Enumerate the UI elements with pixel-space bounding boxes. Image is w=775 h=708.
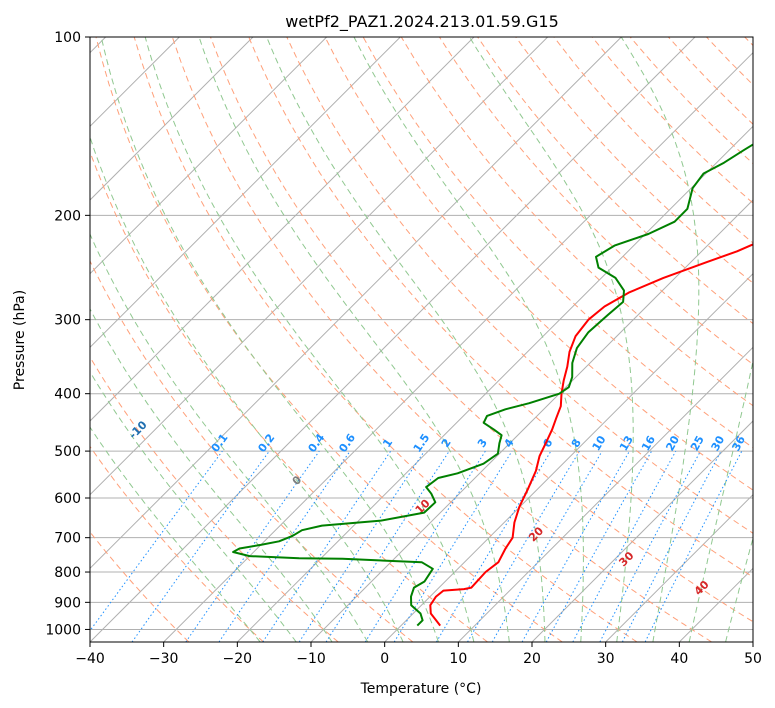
mixing-ratio-line bbox=[90, 450, 223, 632]
mixing-ratio-line bbox=[393, 450, 513, 642]
y-tick-label: 100 bbox=[54, 30, 81, 46]
moist-adiabat-line bbox=[100, 37, 439, 642]
moist-adiabat-line bbox=[90, 426, 261, 642]
x-tick-label: −30 bbox=[149, 651, 179, 667]
chart-title: wetPf2_PAZ1.2024.213.01.59.G15 bbox=[285, 12, 559, 32]
dry-adiabat-line bbox=[133, 37, 638, 642]
dry-adiabat-line bbox=[210, 37, 753, 623]
x-tick-label: 20 bbox=[523, 651, 541, 667]
isotherm-line bbox=[90, 37, 696, 642]
background-lines bbox=[90, 37, 753, 642]
y-tick-label: 1000 bbox=[45, 622, 81, 638]
moist-adiabat-line bbox=[90, 135, 404, 642]
mixing-ratio-line bbox=[572, 450, 677, 642]
y-tick-label: 400 bbox=[54, 387, 81, 403]
isotherm-line bbox=[457, 346, 753, 642]
mixing-ratio-line bbox=[545, 450, 653, 642]
dry-adiabat-line bbox=[324, 37, 753, 491]
dry-adiabat-line bbox=[171, 37, 712, 642]
isotherm-line bbox=[236, 125, 753, 642]
y-axis: 100 200 300 400 500 600 700 800 900 1000 bbox=[45, 30, 90, 638]
dry-adiabat-line bbox=[90, 356, 339, 642]
x-tick-label: 50 bbox=[744, 651, 762, 667]
isotherm-line bbox=[90, 37, 622, 570]
moist-adiabat-line bbox=[688, 358, 753, 642]
y-tick-label: 900 bbox=[54, 595, 81, 611]
x-axis: −40 −30 −20 −10 0 10 20 30 40 50 bbox=[75, 642, 762, 667]
series-lines bbox=[232, 143, 753, 627]
mixing-ratio-line bbox=[131, 450, 270, 642]
moist-adiabat-line bbox=[144, 37, 475, 642]
moist-adiabat-line bbox=[90, 370, 297, 642]
dry-adiabat-line bbox=[90, 445, 264, 642]
x-tick-label: −20 bbox=[223, 651, 253, 667]
y-axis-label: Pressure (hPa) bbox=[12, 290, 28, 390]
y-tick-label: 300 bbox=[54, 313, 81, 329]
moist-adiabat-line bbox=[90, 232, 369, 642]
isotherm-line bbox=[90, 37, 254, 201]
y-tick-label: 800 bbox=[54, 565, 81, 581]
y-tick-label: 600 bbox=[54, 491, 81, 507]
isotherm-line bbox=[90, 37, 475, 422]
dry-adiabat-line bbox=[515, 37, 753, 284]
mixing-ratio-label: 36 bbox=[729, 433, 748, 453]
moist-adiabat-line bbox=[198, 37, 510, 642]
mixing-ratio-line bbox=[521, 450, 630, 642]
isotherm-line bbox=[605, 493, 753, 642]
mixing-ratio-label: 25 bbox=[688, 434, 707, 454]
mixing-ratio-line bbox=[185, 450, 320, 642]
dry-adiabat-line bbox=[286, 37, 753, 534]
moist-adiabat-line bbox=[266, 37, 546, 642]
moist-adiabat-line bbox=[90, 308, 333, 642]
x-axis-label: Temperature (°C) bbox=[360, 681, 482, 697]
x-tick-label: −10 bbox=[296, 651, 326, 667]
x-tick-label: 0 bbox=[380, 651, 389, 667]
mixing-ratio-line bbox=[298, 450, 425, 642]
isotherm-line bbox=[384, 272, 753, 642]
dry-adiabat-line bbox=[95, 37, 563, 642]
moist-adiabat-line bbox=[620, 37, 700, 642]
mixing-ratio-line bbox=[644, 450, 743, 642]
isotherm-line bbox=[90, 37, 401, 349]
isotherm-line bbox=[163, 51, 753, 642]
dry-adiabat-line bbox=[248, 37, 753, 578]
isotherm-line bbox=[90, 37, 328, 275]
mixing-ratio-line bbox=[325, 450, 450, 642]
y-tick-label: 700 bbox=[54, 531, 81, 547]
y-tick-label: 200 bbox=[54, 208, 81, 224]
x-tick-label: 30 bbox=[597, 651, 615, 667]
mixing-ratio-line bbox=[262, 450, 392, 642]
dry-adiabat-line bbox=[90, 259, 414, 642]
isotherm-line bbox=[90, 37, 549, 496]
moist-adiabat-line bbox=[725, 536, 753, 642]
temperature-profile-line bbox=[429, 243, 753, 627]
x-tick-label: 40 bbox=[670, 651, 688, 667]
dewpoint-profile-line bbox=[232, 143, 753, 627]
moist-adiabat-line bbox=[353, 37, 584, 642]
y-tick-label: 500 bbox=[54, 444, 81, 460]
isotherm-line bbox=[531, 420, 753, 642]
x-tick-label: 10 bbox=[449, 651, 467, 667]
x-tick-label: −40 bbox=[75, 651, 105, 667]
plot-frame bbox=[89, 36, 754, 643]
mixing-ratio-line bbox=[218, 450, 351, 642]
